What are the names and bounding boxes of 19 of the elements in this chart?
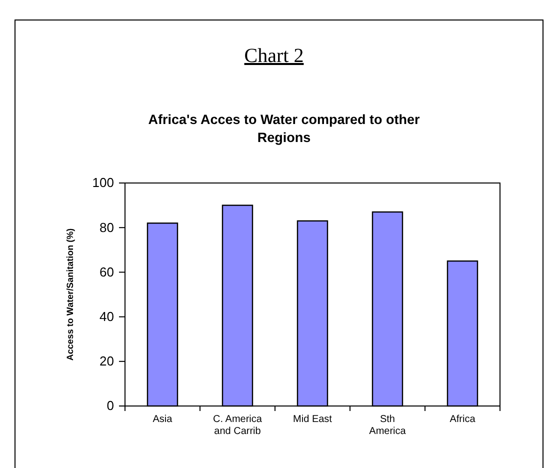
y-tick-label: 80: [100, 220, 114, 235]
y-tick-label: 20: [100, 354, 114, 369]
y-tick-label: 0: [106, 398, 114, 414]
x-tick-label: Mid East: [293, 414, 332, 425]
bar: [372, 211, 404, 407]
y-axis-title: Access to Water/Sanitation (%): [65, 228, 75, 361]
x-tick-label: C. America and Carrib: [213, 414, 262, 437]
y-tick-label: 60: [100, 264, 114, 280]
x-tick-label: Africa: [450, 414, 476, 425]
bar: [146, 222, 178, 407]
bar: [296, 220, 328, 407]
bar: [446, 260, 478, 407]
x-tick-label: Asia: [152, 414, 173, 425]
chart-title: Chart 2: [244, 45, 304, 67]
chart-subtitle: Africa's Acces to Water compared to other Regions: [148, 112, 421, 145]
y-tick-label: 100: [92, 175, 114, 190]
bar: [222, 204, 254, 407]
y-tick-label: 40: [100, 308, 114, 324]
x-tick-label: Sth America: [369, 414, 406, 437]
